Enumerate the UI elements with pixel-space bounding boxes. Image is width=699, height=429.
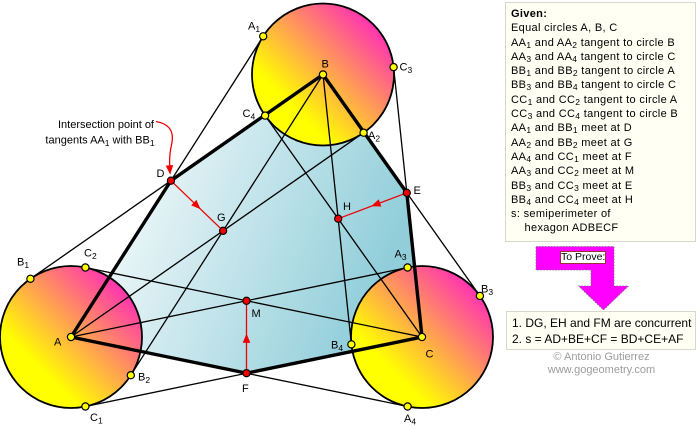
svg-text:D: D xyxy=(157,168,165,180)
svg-text:B1: B1 xyxy=(17,257,29,271)
svg-text:G: G xyxy=(217,212,226,224)
svg-text:B: B xyxy=(322,59,329,71)
svg-text:E: E xyxy=(414,185,421,197)
svg-text:A: A xyxy=(54,337,62,349)
svg-text:A4: A4 xyxy=(404,413,416,427)
svg-text:Intersection point of: Intersection point of xyxy=(58,119,155,131)
svg-text:F: F xyxy=(242,383,249,395)
svg-text:H: H xyxy=(343,201,351,213)
svg-text:B2: B2 xyxy=(138,372,150,386)
svg-text:B3: B3 xyxy=(481,284,493,298)
svg-text:A3: A3 xyxy=(395,249,407,263)
svg-text:C1: C1 xyxy=(90,412,103,426)
svg-text:tangents AA1 with BB1: tangents AA1 with BB1 xyxy=(45,135,154,149)
svg-text:C3: C3 xyxy=(400,62,413,76)
svg-text:C2: C2 xyxy=(84,248,97,262)
svg-text:A1: A1 xyxy=(248,21,260,35)
svg-text:M: M xyxy=(252,308,261,320)
svg-text:C4: C4 xyxy=(243,108,256,122)
svg-text:C: C xyxy=(426,349,434,361)
svg-text:A2: A2 xyxy=(368,130,380,144)
svg-text:B4: B4 xyxy=(331,340,343,354)
